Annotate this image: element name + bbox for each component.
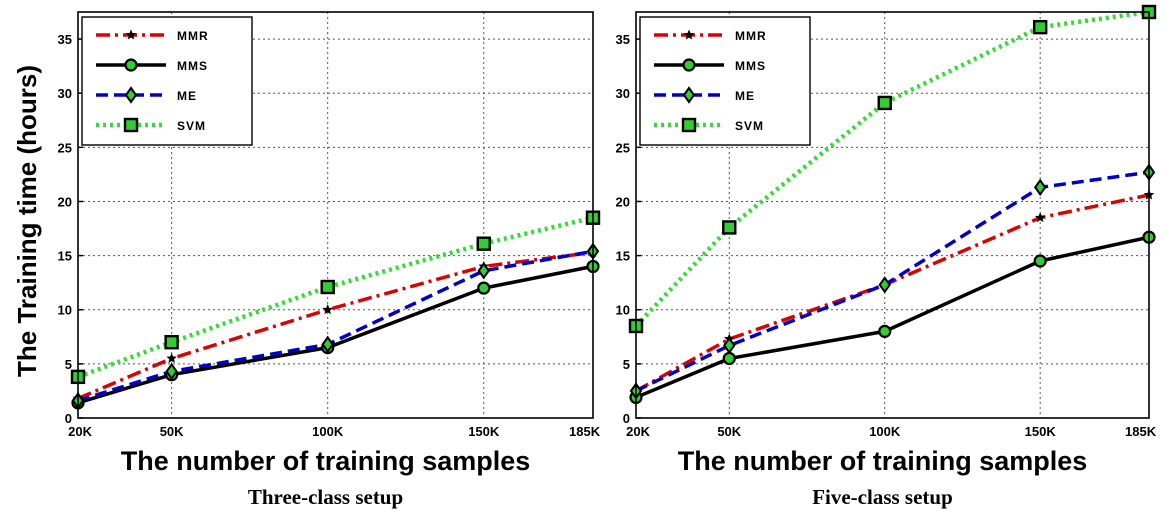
point-me (321, 335, 334, 354)
y-tick-label: 25 (58, 140, 72, 155)
legend-marker-mms (124, 58, 138, 72)
y-tick-label: 30 (58, 86, 72, 101)
x-tick-label: 50K (717, 424, 741, 439)
y-tick-label: 0 (65, 411, 72, 426)
y-tick-label: 5 (65, 357, 72, 372)
series-line-mmr (635, 193, 1150, 393)
point-mms (1033, 254, 1047, 268)
chart-five-class: 0 5 10 15 20 25 30 35 20K 50K 100K 150K 185K MMR MMS ME… (616, 4, 1157, 509)
x-tick-label: 150K (468, 424, 500, 439)
legend-label-me: ME (177, 89, 197, 103)
point-mmr (322, 304, 333, 315)
point-svm (722, 220, 737, 235)
legend-marker-mmr (683, 29, 695, 40)
y-tick-label: 10 (616, 303, 630, 318)
x-tick-label: 100K (869, 424, 901, 439)
legend-label-mms: MMS (735, 59, 766, 73)
subplot-caption: Five-class setup (812, 485, 953, 509)
x-tick-label: 20K (626, 424, 650, 439)
series-line-mms (77, 264, 594, 405)
legend-marker-mms (682, 58, 696, 72)
point-mms (477, 281, 491, 295)
y-tick-label: 20 (616, 194, 630, 209)
point-svm (877, 95, 892, 111)
point-mms (722, 351, 736, 366)
x-tick-label: 185K (569, 424, 601, 439)
y-axis-label: The Training time (hours) (12, 65, 42, 377)
point-svm (164, 335, 179, 350)
x-tick-label: 20K (68, 424, 92, 439)
series-line-svm (77, 215, 594, 380)
x-tick-label: 150K (1025, 424, 1057, 439)
point-svm (1032, 19, 1048, 35)
legend-label-mmr: MMR (735, 29, 767, 43)
y-tick-label: 25 (616, 140, 630, 155)
point-me (878, 276, 891, 294)
y-tick-label: 30 (616, 86, 630, 101)
legend-label-mms: MMS (177, 59, 208, 73)
plot-frame (635, 11, 1150, 419)
plot-frame (77, 11, 594, 419)
point-svm (476, 236, 491, 251)
y-tick-label: 20 (58, 194, 72, 209)
point-me (165, 362, 178, 381)
x-tick-label: 185K (1125, 424, 1157, 439)
x-tick-label: 100K (312, 424, 344, 439)
series-line-mms (635, 235, 1150, 400)
legend-marker-svm (123, 117, 139, 133)
legend-label-svm: SVM (177, 119, 206, 133)
y-tick-label: 15 (616, 249, 630, 264)
x-tick-label: 50K (160, 424, 184, 439)
series-line-mmr (77, 250, 594, 401)
legend-marker-mmr (125, 29, 137, 40)
legend-label-me: ME (735, 89, 755, 103)
y-tick-label: 5 (623, 357, 630, 372)
y-tick-label: 10 (58, 303, 72, 318)
series-line-me (635, 170, 1150, 393)
legend-marker-me (124, 86, 138, 104)
y-tick-label: 35 (58, 32, 72, 47)
y-tick-label: 15 (58, 249, 72, 264)
y-tick-label: 0 (623, 411, 630, 426)
legend-marker-svm (681, 117, 697, 133)
legend-marker-me (682, 86, 696, 104)
legend-label-mmr: MMR (177, 29, 209, 43)
x-axis-label: The number of training samples (678, 446, 1088, 476)
point-mms (878, 324, 892, 338)
x-axis-label: The number of training samples (121, 446, 531, 476)
chart-three-class: 0 5 10 15 20 25 30 35 20K 50K 100K 150K 185K MMR MMS ME… (58, 11, 601, 509)
subplot-caption: Three-class setup (248, 485, 403, 509)
point-mmr (166, 352, 177, 363)
point-svm (320, 279, 335, 295)
point-me (477, 262, 490, 280)
point-mmr (1034, 212, 1046, 223)
point-me (723, 336, 736, 355)
point-me (1033, 178, 1047, 197)
legend-label-svm: SVM (735, 119, 764, 133)
y-tick-label: 35 (616, 32, 630, 47)
series-line-me (77, 249, 594, 403)
